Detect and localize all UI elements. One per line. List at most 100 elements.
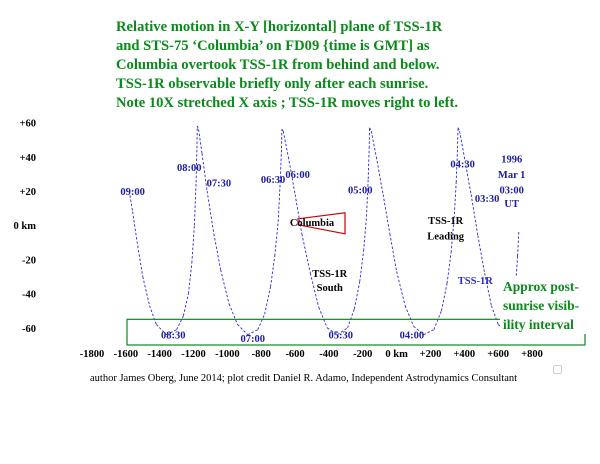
- slide-title: Relative motion in X-Y [horizontal] plan…: [116, 18, 586, 113]
- trajectory-segment: [281, 129, 284, 132]
- trajectory-segment: [433, 310, 442, 330]
- trajectory-segment: [274, 221, 279, 257]
- interval-label-line: sunrise visib-: [503, 298, 579, 313]
- trajectory-segment: [128, 190, 134, 212]
- trajectory-segment: [228, 303, 238, 325]
- trajectory-segment: [457, 127, 460, 132]
- trajectory-segment: [470, 194, 479, 236]
- time-label: 07:30: [207, 178, 232, 189]
- x-tick-label: 0 km: [385, 349, 408, 360]
- time-label: 08:00: [177, 163, 202, 174]
- x-tick-label: -1800: [80, 349, 105, 360]
- trajectory-segment: [188, 262, 193, 294]
- trajectory-segment: [347, 308, 355, 329]
- annotation-label: Leading: [427, 231, 465, 242]
- trajectory-segment: [309, 273, 320, 308]
- trajectory-segment: [196, 125, 200, 130]
- trajectory-segment: [155, 324, 167, 336]
- x-tick-label: +600: [487, 349, 509, 360]
- trajectory-segment: [484, 273, 492, 306]
- trajectory-segment: [182, 293, 189, 317]
- time-label: 07:00: [241, 334, 266, 345]
- trajectory-segment: [477, 235, 486, 274]
- x-tick-label: -200: [353, 349, 372, 360]
- trajectory-segment: [455, 148, 458, 183]
- trajectory-segment: [404, 305, 414, 327]
- trajectory-segment: [337, 327, 348, 336]
- y-tick-label: 0 km: [14, 221, 37, 232]
- trajectory-segment: [457, 127, 459, 149]
- trajectory-segment: [370, 131, 377, 157]
- trajectory-segment: [490, 305, 499, 325]
- trajectory-segment: [459, 131, 465, 157]
- trajectory-segment: [318, 307, 328, 329]
- trajectory-segment: [413, 325, 424, 336]
- x-tick-label: -800: [252, 349, 271, 360]
- interval-label-line: ility interval: [503, 317, 574, 332]
- x-tick-label: -1200: [181, 349, 206, 360]
- trajectory-segment: [201, 153, 208, 192]
- trajectory-segment: [367, 148, 370, 180]
- corner-mark-icon: [553, 365, 562, 374]
- trajectory-segment: [353, 281, 361, 310]
- time-label: 04:00: [400, 331, 425, 342]
- time-label: 05:00: [348, 185, 373, 196]
- time-label: UT: [504, 199, 519, 210]
- x-tick-label: -400: [319, 349, 338, 360]
- x-tick-label: +800: [521, 349, 543, 360]
- interval-label-background: [500, 276, 588, 334]
- trajectory-segment: [517, 232, 520, 257]
- annotation-label: South: [317, 283, 343, 294]
- x-tick-label: +200: [420, 349, 442, 360]
- x-tick-label: -1400: [147, 349, 172, 360]
- title-line-4: TSS-1R observable briefly only after eac…: [116, 76, 429, 92]
- trajectory-segment: [220, 269, 230, 305]
- trajectory-segment: [446, 252, 452, 284]
- time-label: 1996: [501, 154, 522, 165]
- columbia-marker-triangle: [297, 212, 346, 235]
- y-tick-label: -20: [22, 255, 36, 266]
- trajectory-segment: [382, 194, 391, 234]
- time-label: 06:30: [261, 175, 286, 186]
- trajectory-segment: [257, 314, 266, 330]
- y-tick-label: +40: [20, 153, 36, 164]
- trajectory-segment: [247, 329, 259, 336]
- trajectory-segment: [198, 129, 203, 154]
- time-label: 09:00: [120, 187, 145, 198]
- trajectory-segment: [450, 218, 455, 253]
- trajectory-segment: [206, 190, 215, 234]
- trajectory-segment: [282, 131, 289, 157]
- y-tick-label: +20: [20, 187, 36, 198]
- y-tick-label: -40: [22, 290, 36, 301]
- trajectory-segment: [389, 233, 398, 272]
- trajectory-segment: [453, 182, 457, 219]
- trajectory-segment: [369, 127, 372, 132]
- trajectory-segment: [497, 324, 506, 330]
- trajectory-segment: [441, 283, 448, 311]
- time-label: 06:00: [285, 170, 310, 181]
- trajectory-segment: [132, 211, 139, 246]
- time-label: 04:30: [450, 160, 475, 171]
- trajectory-segment: [279, 148, 282, 183]
- x-tick-label: +400: [453, 349, 475, 360]
- title-line-3: Columbia overtook TSS-1R from behind and…: [116, 57, 440, 73]
- trajectory-segment: [270, 255, 276, 287]
- title-line-2: and STS-75 ‘Columbia’ on FD09 {time is G…: [116, 38, 430, 54]
- trajectory-segment: [375, 156, 384, 195]
- interval-label-line: Approx post-: [503, 279, 579, 294]
- x-tick-label: -600: [285, 349, 304, 360]
- trajectory-segment: [137, 245, 144, 277]
- trajectory-segment: [363, 216, 367, 251]
- time-label: 08:30: [161, 331, 186, 342]
- trajectory-segment: [366, 179, 369, 217]
- annotation-label: TSS-1R: [458, 276, 493, 287]
- trajectory-segment: [166, 329, 177, 336]
- time-label: 03:30: [475, 194, 500, 205]
- time-label: 03:00: [499, 185, 524, 196]
- title-line-5: Note 10X stretched X axis ; TSS-1R moves…: [116, 95, 458, 111]
- title-line-1: Relative motion in X-Y [horizontal] plan…: [116, 19, 443, 35]
- trajectory-segment: [176, 315, 184, 330]
- y-tick-label: +60: [20, 119, 36, 130]
